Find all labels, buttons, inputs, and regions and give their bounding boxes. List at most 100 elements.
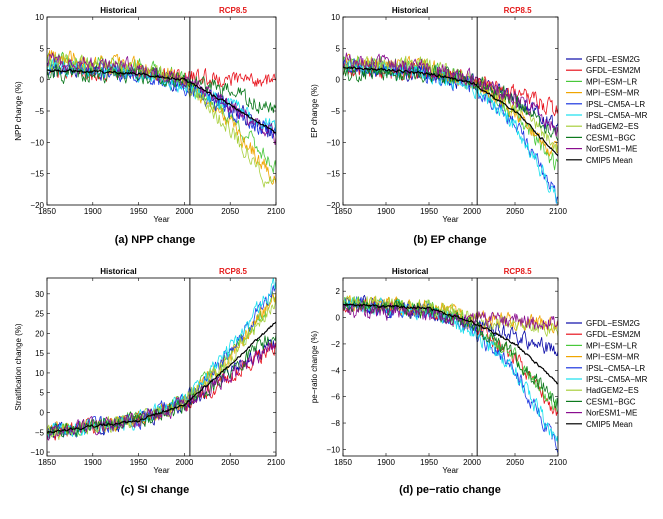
plot-frame <box>46 277 277 457</box>
y-tick-label: 15 <box>35 349 44 358</box>
legend-entry: IPSL−CM5A−MR <box>586 375 648 384</box>
rcp85-label: RCP8.5 <box>504 267 533 276</box>
x-tick-label: 2100 <box>267 207 285 216</box>
x-tick-label: 1950 <box>420 458 438 467</box>
x-tick-label: 2050 <box>506 207 524 216</box>
y-tick-label: 5 <box>40 389 45 398</box>
legend-entry: CESM1−BGC <box>586 133 636 142</box>
legend-entry: CESM1−BGC <box>586 397 636 406</box>
y-tick-label: −10 <box>30 138 44 147</box>
legend-entry: GFDL−ESM2G <box>586 55 640 64</box>
x-tick-label: 1950 <box>130 207 148 216</box>
x-tick-label: 2000 <box>176 207 194 216</box>
x-tick-label: 2000 <box>176 458 194 467</box>
x-axis-label: Year <box>442 215 459 224</box>
x-tick-label: 1850 <box>38 207 56 216</box>
legend-entry: CMIP5 Mean <box>586 420 633 429</box>
series-line-cmip5-mean <box>343 303 558 385</box>
y-tick-label: 0 <box>336 314 341 323</box>
historical-label: Historical <box>392 6 428 15</box>
legend-entry: GFDL−ESM2M <box>586 66 641 75</box>
x-axis-label: Year <box>153 215 170 224</box>
legend-entry: GFDL−ESM2M <box>586 330 641 339</box>
x-tick-label: 2000 <box>463 207 481 216</box>
y-tick-label: 0 <box>40 76 45 85</box>
y-tick-label: −15 <box>326 170 340 179</box>
series-line-cesm1-bgc <box>47 334 276 439</box>
y-tick-label: −8 <box>331 419 341 428</box>
legend-entry: MPI−ESM−MR <box>586 89 640 98</box>
series-line-hadgem2-es <box>47 52 276 188</box>
series-line-gfdl-esm2m <box>47 340 276 441</box>
y-tick-label: −2 <box>331 340 341 349</box>
x-tick-label: 2050 <box>221 207 239 216</box>
x-tick-label: 1950 <box>420 207 438 216</box>
y-tick-label: −4 <box>331 366 341 375</box>
y-tick-label: 20 <box>35 329 44 338</box>
y-axis-label: pe−ratio change (%) <box>310 331 319 404</box>
y-tick-label: −5 <box>35 428 45 437</box>
x-tick-label: 1900 <box>84 458 102 467</box>
series-group <box>343 294 558 454</box>
legend-entry: IPSL−CM5A−LR <box>586 364 645 373</box>
y-tick-label: 0 <box>336 76 341 85</box>
legend-entry: MPI−ESM−LR <box>586 341 637 350</box>
y-axis-label: NPP change (%) <box>14 81 23 141</box>
legend-entry: IPSL−CM5A−LR <box>586 100 645 109</box>
legend-entry: HadGEM2−ES <box>586 122 639 131</box>
panel-c: Historical RCP8.5 1850 1900 1950 2000 20 5 0 2100… <box>14 267 285 496</box>
y-tick-label: 25 <box>35 310 44 319</box>
y-tick-label: 5 <box>40 44 45 53</box>
historical-label: Historical <box>100 6 136 15</box>
x-tick-label: 1850 <box>334 207 352 216</box>
y-axis-label: EP change (%) <box>310 84 319 138</box>
rcp85-label: RCP8.5 <box>219 267 248 276</box>
y-tick-label: −10 <box>326 445 340 454</box>
series-line-cesm1-bgc <box>47 64 276 114</box>
y-tick-label: −20 <box>30 201 44 210</box>
y-tick-label: 10 <box>35 13 44 22</box>
legend-entry: NorESM1−ME <box>586 145 637 154</box>
y-tick-label: −15 <box>30 170 44 179</box>
series-line-cmip5-mean <box>343 66 558 157</box>
x-tick-label: 2100 <box>549 458 567 467</box>
x-tick-label: 2100 <box>267 458 285 467</box>
series-line-hadgem2-es <box>343 295 558 337</box>
plot-frame <box>342 277 559 457</box>
legend-entry: GFDL−ESM2G <box>586 319 640 328</box>
legend: GFDL−ESM2G GFDL−ESM2M MPI−ESM−LR MPI−ESM−MR… <box>566 55 648 165</box>
legend-entry: MPI−ESM−MR <box>586 353 640 362</box>
x-tick-label: 1850 <box>38 458 56 467</box>
x-axis-label: Year <box>442 466 459 475</box>
panel-caption: (a) NPP change <box>115 234 196 246</box>
y-tick-label: 2 <box>336 287 341 296</box>
series-group <box>47 278 276 441</box>
x-tick-label: 1950 <box>130 458 148 467</box>
x-tick-label: 2050 <box>506 458 524 467</box>
series-line-noresm1-me <box>47 342 276 441</box>
x-axis-label: Year <box>153 466 170 475</box>
legend-entry: NorESM1−ME <box>586 409 637 418</box>
legend-entry: HadGEM2−ES <box>586 386 639 395</box>
y-axis-label: Stratification change (%) <box>14 323 23 410</box>
y-tick-label: −10 <box>30 448 44 457</box>
x-tick-label: 2000 <box>463 458 481 467</box>
y-tick-label: 10 <box>331 13 340 22</box>
legend-entry: CMIP5 Mean <box>586 156 633 165</box>
panel-caption: (d) pe−ratio change <box>399 484 501 496</box>
legend-entry: MPI−ESM−LR <box>586 77 637 86</box>
rcp85-label: RCP8.5 <box>504 6 533 15</box>
x-tick-label: 1850 <box>334 458 352 467</box>
panel-a: Historical RCP8.5 1850 1900 1950 2000 2050 2100… <box>14 6 285 246</box>
historical-label: Historical <box>100 267 136 276</box>
y-tick-label: 0 <box>40 408 45 417</box>
y-tick-label: 30 <box>35 290 44 299</box>
y-tick-label: 10 <box>35 369 44 378</box>
y-tick-label: −5 <box>35 107 45 116</box>
y-tick-label: 5 <box>336 44 341 53</box>
historical-label: Historical <box>392 267 428 276</box>
y-tick-label: −6 <box>331 393 341 402</box>
panel-caption: (b) EP change <box>413 234 486 246</box>
